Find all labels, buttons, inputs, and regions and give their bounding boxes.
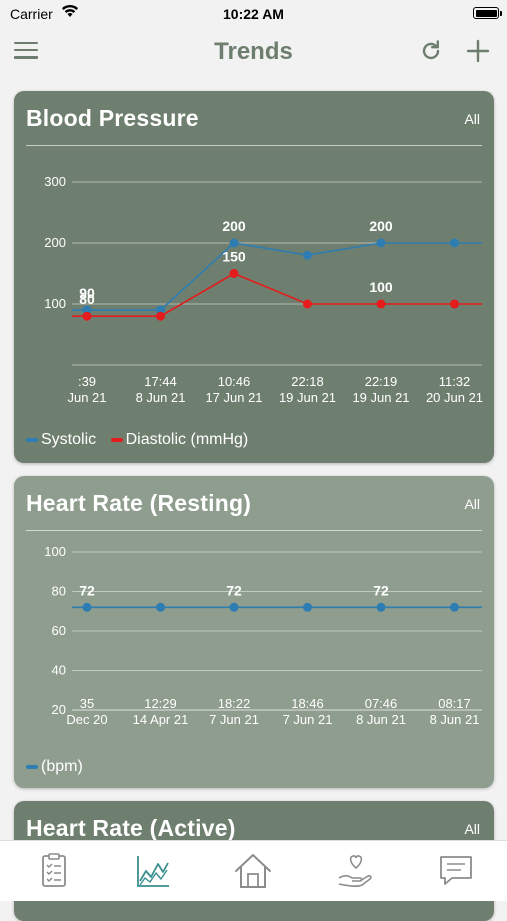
data-point <box>376 238 386 248</box>
x-tick-time: 18:22 <box>218 696 251 711</box>
y-tick-label: 300 <box>44 174 66 189</box>
data-label: 72 <box>373 582 389 598</box>
data-point <box>82 602 92 612</box>
chart-legend: Systolic Diastolic (mmHg) <box>26 431 258 449</box>
legend-item-diastolic: Diastolic (mmHg) <box>110 431 249 449</box>
legend-label: Diastolic (mmHg) <box>125 431 249 448</box>
x-tick-date: 8 Jun 21 <box>430 712 480 727</box>
chart-legend: (bpm) <box>26 758 93 776</box>
x-tick-date: 17 Jun 21 <box>205 390 262 405</box>
data-point <box>303 299 312 309</box>
x-tick-time: 10:46 <box>218 374 251 389</box>
clock: 10:22 AM <box>223 6 284 22</box>
data-label: 72 <box>79 582 95 598</box>
refresh-icon[interactable] <box>418 38 444 64</box>
legend-item-systolic: Systolic <box>26 431 96 449</box>
menu-icon[interactable] <box>14 42 38 60</box>
series-line <box>72 242 482 311</box>
divider <box>26 530 482 531</box>
x-tick-date: 8 Jun 21 <box>136 390 186 405</box>
status-bar: Carrier 10:22 AM <box>0 0 507 28</box>
y-tick-label: 60 <box>52 623 66 638</box>
x-tick-time: 17:44 <box>144 374 177 389</box>
data-point <box>303 602 312 612</box>
data-label: 90 <box>79 285 95 301</box>
page-title: Trends <box>214 38 293 65</box>
y-tick-label: 80 <box>52 584 66 599</box>
legend-label: Systolic <box>41 431 97 448</box>
x-tick-date: Jun 21 <box>67 390 106 405</box>
x-tick-date: 19 Jun 21 <box>352 390 409 405</box>
card-title: Heart Rate (Resting) <box>26 490 252 516</box>
wifi-icon <box>62 4 78 17</box>
x-tick-time: 18:46 <box>291 696 324 711</box>
x-tick-time: 08:17 <box>438 696 471 711</box>
y-tick-label: 200 <box>44 235 66 250</box>
checklist-icon[interactable] <box>34 851 74 891</box>
x-tick-time: 22:18 <box>291 374 324 389</box>
data-point <box>156 311 165 321</box>
trends-icon[interactable] <box>133 851 173 891</box>
data-point <box>376 299 386 309</box>
home-icon[interactable] <box>233 851 273 891</box>
legend-label: (bpm) <box>41 758 83 775</box>
card-title: Blood Pressure <box>26 105 199 131</box>
y-tick-label: 100 <box>44 296 66 311</box>
x-tick-date: 19 Jun 21 <box>279 390 336 405</box>
range-selector[interactable]: All <box>464 821 480 837</box>
x-tick-date: Dec 20 <box>66 712 107 727</box>
x-tick-time: 12:29 <box>144 696 177 711</box>
legend-item-bpm: (bpm) <box>26 758 83 776</box>
card-title: Heart Rate (Active) <box>26 815 236 841</box>
data-point <box>376 602 386 612</box>
battery-tip <box>500 11 502 16</box>
x-tick-date: 7 Jun 21 <box>209 712 259 727</box>
care-icon[interactable] <box>336 851 376 891</box>
y-tick-label: 40 <box>52 663 66 678</box>
data-point <box>229 269 239 278</box>
blood-pressure-card[interactable]: Blood Pressure All 300 200 100 :39 Jun 21 17:… <box>14 91 494 463</box>
data-label: 200 <box>222 218 246 234</box>
data-point <box>450 602 459 612</box>
battery-icon <box>473 7 499 19</box>
range-selector[interactable]: All <box>464 111 480 127</box>
data-label: 100 <box>369 279 393 295</box>
x-tick-time: 35 <box>80 696 94 711</box>
data-point <box>303 250 312 260</box>
nav-bar: Trends <box>0 30 507 76</box>
data-point <box>229 238 239 248</box>
data-label: 150 <box>222 249 246 265</box>
data-label: 200 <box>369 218 393 234</box>
x-tick-time: :39 <box>78 374 96 389</box>
x-tick-date: 8 Jun 21 <box>356 712 406 727</box>
data-label: 72 <box>226 582 242 598</box>
add-icon[interactable] <box>465 38 491 64</box>
carrier-label: Carrier <box>10 6 53 22</box>
x-tick-time: 22:19 <box>365 374 398 389</box>
x-tick-time: 11:32 <box>439 374 471 389</box>
y-tick-label: 20 <box>52 702 66 717</box>
y-tick-label: 100 <box>44 544 66 559</box>
data-point <box>82 311 92 321</box>
tab-bar <box>0 840 507 901</box>
range-selector[interactable]: All <box>464 496 480 512</box>
data-label: 80 <box>79 291 95 307</box>
data-point <box>450 299 459 309</box>
divider <box>26 145 482 146</box>
data-point <box>450 238 459 248</box>
data-point <box>229 602 239 612</box>
x-tick-date: 7 Jun 21 <box>283 712 333 727</box>
series-line <box>72 272 482 317</box>
data-point <box>156 602 165 612</box>
messages-icon[interactable] <box>436 851 476 891</box>
x-tick-time: 07:46 <box>365 696 398 711</box>
heart-rate-resting-card[interactable]: Heart Rate (Resting) All 100 80 60 40 20 35 De… <box>14 476 494 788</box>
x-tick-date: 14 Apr 21 <box>133 712 189 727</box>
x-tick-date: 20 Jun 21 <box>426 390 483 405</box>
